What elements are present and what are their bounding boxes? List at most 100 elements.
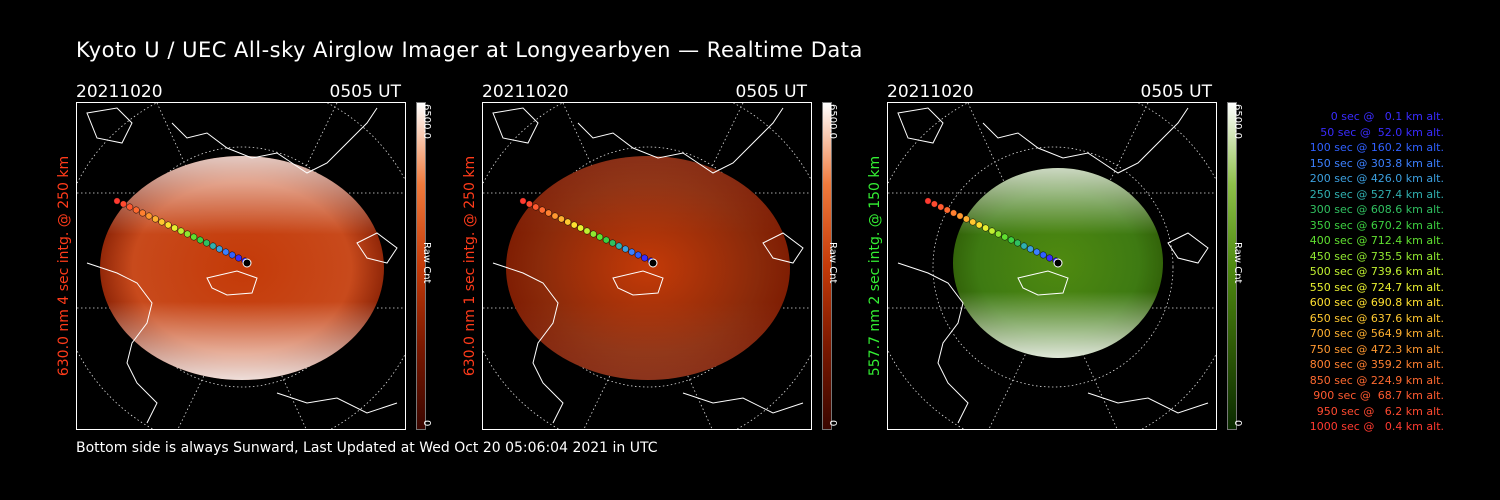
trajectory-point (969, 218, 977, 226)
trajectory-point (975, 221, 983, 229)
trajectory-point (139, 209, 147, 217)
trajectory-point (628, 248, 636, 256)
trajectory-point (209, 242, 217, 250)
legend-entry: 450 sec @ 735.5 km alt. (1309, 249, 1444, 263)
trajectory-point (994, 230, 1002, 238)
panel-date: 20211020 (887, 82, 974, 102)
trajectory-point (988, 227, 996, 235)
trajectory-point (982, 224, 990, 232)
trajectory-point (602, 236, 610, 244)
trajectory-point (596, 233, 604, 241)
trajectory-point (235, 254, 243, 262)
legend-entry: 850 sec @ 224.9 km alt. (1309, 373, 1444, 387)
panel-time: 0505 UT (329, 82, 402, 102)
trajectory-point (222, 248, 230, 256)
trajectory-point (1039, 251, 1047, 259)
trajectory-point (525, 200, 533, 208)
allsky-map (887, 102, 1217, 430)
legend-entry: 950 sec @ 6.2 km alt. (1316, 404, 1444, 418)
legend-entry: 50 sec @ 52.0 km alt. (1320, 125, 1444, 139)
trajectory-point (950, 209, 958, 217)
station-marker (648, 258, 658, 268)
trajectory-point (203, 239, 211, 247)
trajectory-point (1007, 236, 1015, 244)
trajectory-point (113, 197, 121, 205)
trajectory-point (532, 203, 540, 211)
panel-date: 20211020 (76, 82, 163, 102)
trajectory-point (119, 200, 127, 208)
trajectory-point (564, 218, 572, 226)
imager-panel-1: 20211020 0505 UT 630.0 nm 4 sec intg. @ 25… (56, 82, 486, 432)
legend-entry: 900 sec @ 68.7 km alt. (1313, 389, 1444, 402)
trajectory-point (621, 245, 629, 253)
trajectory-point (924, 197, 932, 205)
footer-note: Bottom side is always Sunward, Last Upda… (76, 440, 658, 456)
legend-entry: 300 sec @ 608.6 km alt. (1309, 203, 1444, 216)
legend-entry: 750 sec @ 472.3 km alt. (1309, 342, 1444, 356)
trajectory-point (1001, 233, 1009, 241)
colorbar (416, 102, 426, 430)
trajectory-point (177, 227, 185, 235)
trajectory-point (190, 233, 198, 241)
trajectory-point (196, 236, 204, 244)
trajectory-point (1026, 245, 1034, 253)
panel-time: 0505 UT (735, 82, 808, 102)
trajectory-point (126, 203, 134, 211)
trajectory-point (943, 206, 951, 214)
trajectory-point (557, 215, 565, 223)
legend-entry: 250 sec @ 527.4 km alt. (1309, 187, 1444, 201)
legend-entry: 650 sec @ 637.6 km alt. (1309, 311, 1444, 325)
trajectory-point (171, 224, 179, 232)
legend-entry: 1000 sec @ 0.4 km alt. (1309, 420, 1444, 433)
legend-entry: 100 sec @ 160.2 km alt. (1309, 141, 1444, 154)
trajectory-point (158, 218, 166, 226)
trajectory-point (583, 227, 591, 235)
trajectory-point (1020, 242, 1028, 250)
trajectory-point (215, 245, 223, 253)
trajectory-point (538, 206, 546, 214)
page-title: Kyoto U / UEC All-sky Airglow Imager at … (76, 38, 863, 62)
legend-entry: 150 sec @ 303.8 km alt. (1309, 156, 1444, 170)
trajectory-point (151, 215, 159, 223)
colorbar (822, 102, 832, 430)
trajectory-point (930, 200, 938, 208)
trajectory-point (164, 221, 172, 229)
legend-entry: 600 sec @ 690.8 km alt. (1309, 296, 1444, 309)
trajectory-point (570, 221, 578, 229)
legend-entry: 500 sec @ 739.6 km alt. (1309, 265, 1444, 278)
wavelength-label: 630.0 nm 4 sec intg. @ 250 km (56, 155, 72, 377)
trajectory-point (145, 212, 153, 220)
trajectory-point (183, 230, 191, 238)
trajectory-point (609, 239, 617, 247)
legend-entry: 800 sec @ 359.2 km alt. (1309, 358, 1444, 371)
colorbar (1227, 102, 1237, 430)
trajectory-point (1046, 254, 1054, 262)
trajectory-point (956, 212, 964, 220)
trajectory-point (615, 242, 623, 250)
wavelength-label: 557.7 nm 2 sec intg. @ 150 km (867, 155, 883, 377)
station-marker (242, 258, 252, 268)
allsky-map (76, 102, 406, 430)
trajectory-point (551, 212, 559, 220)
legend-entry: 700 sec @ 564.9 km alt. (1309, 327, 1444, 340)
trajectory-point (634, 251, 642, 259)
legend-entry: 550 sec @ 724.7 km alt. (1309, 280, 1444, 294)
panel-date: 20211020 (482, 82, 569, 102)
imager-panel-2: 20211020 0505 UT 630.0 nm 1 sec intg. @ 25… (462, 82, 892, 432)
legend-entry: 0 sec @ 0.1 km alt. (1330, 110, 1444, 123)
trajectory-point (132, 206, 140, 214)
panel-time: 0505 UT (1140, 82, 1213, 102)
trajectory-point (1033, 248, 1041, 256)
legend-entry: 350 sec @ 670.2 km alt. (1309, 218, 1444, 232)
trajectory-point (577, 224, 585, 232)
station-marker (1053, 258, 1063, 268)
trajectory-point (641, 254, 649, 262)
trajectory-point (937, 203, 945, 211)
trajectory-point (589, 230, 597, 238)
trajectory-point (545, 209, 553, 217)
legend-entry: 200 sec @ 426.0 km alt. (1309, 172, 1444, 185)
trajectory-point (228, 251, 236, 259)
allsky-map (482, 102, 812, 430)
trajectory-point (519, 197, 527, 205)
trajectory-point (962, 215, 970, 223)
